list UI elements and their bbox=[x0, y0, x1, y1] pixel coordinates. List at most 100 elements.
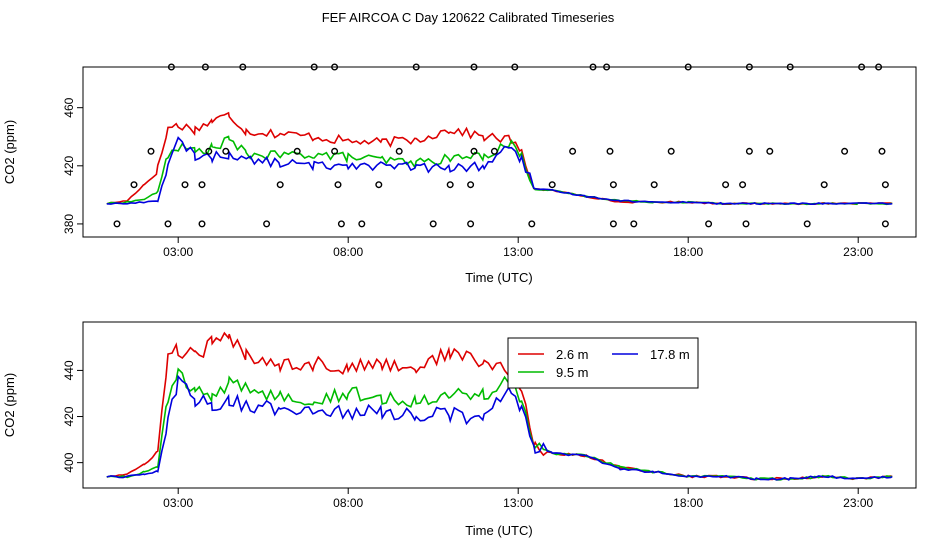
top-series-line-17-8-m bbox=[106, 136, 893, 206]
top-scatter-point-31 bbox=[511, 63, 519, 71]
bottom-x-tick-label-4: 23:00 bbox=[843, 496, 873, 510]
top-scatter-point-24 bbox=[429, 220, 437, 228]
bottom-y-tick-label-1: 420 bbox=[62, 406, 76, 426]
top-series-group bbox=[106, 111, 893, 206]
top-scatter-point-15 bbox=[310, 63, 318, 71]
bottom-y-tick-label-2: 440 bbox=[62, 360, 76, 380]
top-x-tick-label-3: 18:00 bbox=[673, 245, 703, 259]
chart-title: FEF AIRCOA C Day 120622 Calibrated Times… bbox=[322, 10, 615, 25]
top-panel: 03:00 08:00 13:00 18:00 23:00 380 420 460 Time… bbox=[2, 63, 917, 285]
top-scatter-point-28 bbox=[470, 147, 478, 155]
top-scatter-point-7 bbox=[198, 220, 206, 228]
top-scatter-point-12 bbox=[263, 220, 271, 228]
top-scatter-point-22 bbox=[395, 147, 403, 155]
bottom-series-group bbox=[106, 331, 893, 481]
top-scatter-point-40 bbox=[630, 220, 638, 228]
top-scatter-point-8 bbox=[201, 63, 209, 71]
top-scatter-point-32 bbox=[528, 220, 536, 228]
top-points-group bbox=[113, 63, 889, 228]
top-scatter-point-42 bbox=[667, 147, 675, 155]
bottom-x-tick-label-1: 08:00 bbox=[333, 496, 363, 510]
top-scatter-point-48 bbox=[745, 147, 753, 155]
top-scatter-point-14 bbox=[293, 147, 301, 155]
top-x-tick-label-2: 13:00 bbox=[503, 245, 533, 259]
bottom-plot-frame bbox=[82, 321, 917, 489]
legend: 2.6 m 17.8 m 9.5 m bbox=[507, 337, 699, 389]
top-scatter-point-17 bbox=[331, 147, 339, 155]
top-scatter-point-16 bbox=[331, 63, 339, 71]
top-scatter-point-52 bbox=[803, 220, 811, 228]
bottom-x-axis: 03:00 08:00 13:00 18:00 23:00 bbox=[163, 488, 874, 510]
top-scatter-point-5 bbox=[181, 181, 189, 189]
top-plot-frame bbox=[82, 66, 917, 238]
top-x-tick-label-0: 03:00 bbox=[163, 245, 193, 259]
top-scatter-point-3 bbox=[167, 63, 175, 71]
top-scatter-point-11 bbox=[239, 63, 247, 71]
top-scatter-point-0 bbox=[113, 220, 121, 228]
bottom-y-axis: 400 420 440 bbox=[62, 360, 83, 473]
top-y-tick-label-0: 380 bbox=[62, 214, 76, 234]
top-series-line-9-5-m bbox=[106, 135, 893, 206]
top-scatter-point-33 bbox=[548, 181, 556, 189]
top-scatter-point-46 bbox=[739, 181, 747, 189]
legend-label-17-8m: 17.8 m bbox=[650, 347, 690, 362]
top-scatter-point-25 bbox=[446, 181, 454, 189]
top-scatter-point-23 bbox=[412, 63, 420, 71]
top-y-tick-label-2: 460 bbox=[62, 97, 76, 117]
top-scatter-point-50 bbox=[766, 147, 774, 155]
top-scatter-point-51 bbox=[786, 63, 794, 71]
top-scatter-point-10 bbox=[222, 147, 230, 155]
top-y-tick-label-1: 420 bbox=[62, 155, 76, 175]
top-x-axis-label: Time (UTC) bbox=[465, 270, 532, 285]
top-scatter-point-36 bbox=[603, 63, 611, 71]
top-scatter-point-26 bbox=[467, 181, 475, 189]
bottom-y-tick-label-0: 400 bbox=[62, 452, 76, 472]
top-scatter-point-6 bbox=[198, 181, 206, 189]
top-scatter-point-19 bbox=[337, 220, 345, 228]
top-scatter-point-45 bbox=[722, 181, 730, 189]
bottom-series-line-2-6-m bbox=[106, 331, 893, 481]
top-scatter-point-34 bbox=[569, 147, 577, 155]
top-scatter-point-1 bbox=[130, 181, 138, 189]
bottom-series-line-9-5-m bbox=[106, 367, 893, 481]
top-x-tick-label-4: 23:00 bbox=[843, 245, 873, 259]
top-scatter-point-54 bbox=[841, 147, 849, 155]
top-scatter-point-44 bbox=[705, 220, 713, 228]
top-y-axis: 380 420 460 bbox=[62, 97, 83, 234]
top-scatter-point-30 bbox=[490, 147, 498, 155]
top-scatter-point-56 bbox=[875, 63, 883, 71]
top-scatter-point-59 bbox=[881, 220, 889, 228]
bottom-x-tick-label-0: 03:00 bbox=[163, 496, 193, 510]
top-x-tick-label-1: 08:00 bbox=[333, 245, 363, 259]
top-scatter-point-35 bbox=[589, 63, 597, 71]
bottom-y-axis-label: CO2 (ppm) bbox=[2, 373, 17, 437]
top-scatter-point-13 bbox=[276, 181, 284, 189]
top-x-axis: 03:00 08:00 13:00 18:00 23:00 bbox=[163, 237, 874, 259]
bottom-panel: 03:00 08:00 13:00 18:00 23:00 400 420 440 Time… bbox=[2, 321, 917, 538]
top-scatter-point-29 bbox=[470, 63, 478, 71]
top-scatter-point-49 bbox=[745, 63, 753, 71]
bottom-series-line-17-8-m bbox=[106, 374, 893, 481]
top-scatter-point-47 bbox=[742, 220, 750, 228]
top-scatter-point-18 bbox=[334, 181, 342, 189]
top-scatter-point-43 bbox=[684, 63, 692, 71]
bottom-x-tick-label-2: 13:00 bbox=[503, 496, 533, 510]
top-scatter-point-4 bbox=[164, 220, 172, 228]
top-scatter-point-39 bbox=[609, 220, 617, 228]
legend-box bbox=[507, 337, 699, 389]
top-scatter-point-41 bbox=[650, 181, 658, 189]
top-scatter-point-2 bbox=[147, 147, 155, 155]
bottom-x-tick-label-3: 18:00 bbox=[673, 496, 703, 510]
legend-label-9-5m: 9.5 m bbox=[556, 365, 589, 380]
legend-label-2-6m: 2.6 m bbox=[556, 347, 589, 362]
top-scatter-point-27 bbox=[467, 220, 475, 228]
top-scatter-point-57 bbox=[878, 147, 886, 155]
top-scatter-point-55 bbox=[858, 63, 866, 71]
top-scatter-point-58 bbox=[881, 181, 889, 189]
top-scatter-point-38 bbox=[609, 181, 617, 189]
top-y-axis-label: CO2 (ppm) bbox=[2, 120, 17, 184]
top-scatter-point-53 bbox=[820, 181, 828, 189]
top-scatter-point-9 bbox=[205, 147, 213, 155]
bottom-x-axis-label: Time (UTC) bbox=[465, 523, 532, 538]
